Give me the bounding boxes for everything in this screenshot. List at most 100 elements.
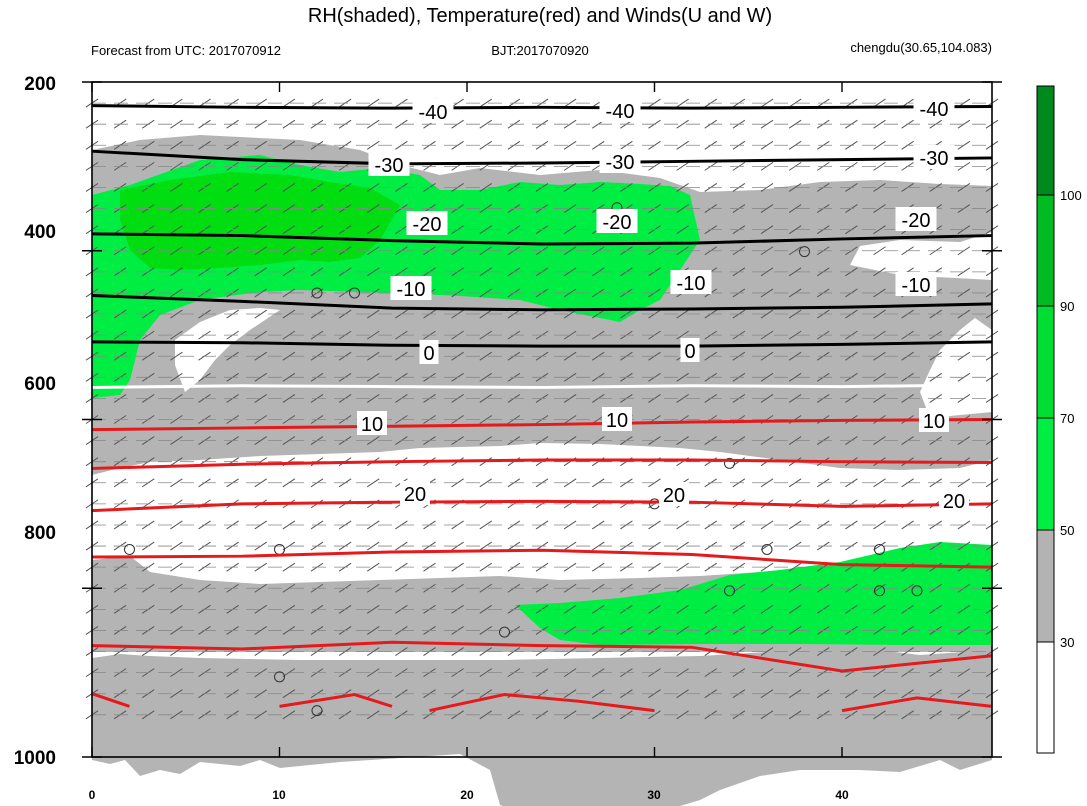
wind-barb <box>760 478 774 488</box>
temperature-contour-line <box>91 232 993 246</box>
wind-barb <box>563 119 577 129</box>
wind-barb <box>760 626 774 635</box>
right-string: chengdu(30.65,104.083) <box>850 40 992 55</box>
x-tick-label: 40 <box>835 788 849 802</box>
wind-barb <box>676 710 689 720</box>
wind-barb <box>366 225 380 235</box>
wind-barb <box>676 98 689 108</box>
wind-barb <box>170 225 183 235</box>
wind-barb <box>254 393 268 403</box>
wind-barb <box>366 183 380 192</box>
wind-barb <box>366 478 380 488</box>
wind-barb <box>873 372 886 382</box>
wind-barb <box>760 710 774 720</box>
wind-barb <box>170 457 183 467</box>
colorbar-box-30 <box>1037 530 1054 642</box>
wind-barb <box>282 267 296 277</box>
wind-barb <box>563 436 577 446</box>
wind-barb <box>676 372 689 382</box>
wind-barb <box>254 98 268 108</box>
contour-label: -20 <box>603 212 632 234</box>
wind-barb <box>760 161 774 171</box>
wind-barb <box>479 288 493 298</box>
wind-barb <box>873 436 886 446</box>
wind-barb <box>760 267 774 277</box>
wind-barb <box>873 140 886 150</box>
wind-barb <box>170 478 183 488</box>
wind-barb <box>788 562 802 572</box>
temperature-contour-line <box>91 640 993 673</box>
wind-barb <box>479 604 493 614</box>
wind-barb <box>676 668 689 678</box>
wind-barb <box>254 183 268 192</box>
wind-barb <box>788 689 802 699</box>
wind-barb <box>563 351 577 361</box>
wind-barb <box>366 372 380 382</box>
wind-barb <box>760 309 774 319</box>
rh-green-core <box>120 172 400 270</box>
colorbar-label: 70 <box>1060 411 1074 426</box>
wind-barb <box>282 562 296 572</box>
wind-barb <box>479 520 493 530</box>
wind-barb <box>676 119 689 129</box>
contour-label-box <box>602 407 632 431</box>
wind-barb <box>479 246 493 256</box>
wind-barb <box>170 541 183 551</box>
wind-barb <box>479 351 493 361</box>
wind-barb <box>254 351 268 361</box>
wind-barb <box>170 520 183 530</box>
wind-barb <box>873 225 886 235</box>
tick-marks <box>82 81 1002 758</box>
wind-barb <box>170 689 183 699</box>
contour-label: 10 <box>923 411 945 433</box>
wind-barb <box>873 478 886 488</box>
wind-barb <box>170 415 183 424</box>
wind-barb <box>254 246 268 256</box>
calm-marker <box>874 585 885 597</box>
wind-barb <box>479 436 493 446</box>
wind-barb <box>254 267 268 277</box>
wind-barb <box>788 183 802 192</box>
y-tick-label: 400 <box>24 222 56 243</box>
contour-label: -30 <box>606 152 635 174</box>
temperature-contour-line <box>91 548 993 569</box>
calm-marker <box>724 585 735 597</box>
wind-barb <box>479 541 493 551</box>
wind-barb <box>760 436 774 446</box>
wind-barb <box>254 604 268 614</box>
temperature-contour-line <box>91 340 993 348</box>
temperature-contour-line <box>91 499 993 513</box>
colorbar: 100 90 70 50 30 <box>1036 85 1082 754</box>
contour-label: -40 <box>920 99 949 121</box>
temperature-contour-line <box>429 693 655 713</box>
contour-label-box <box>390 276 432 300</box>
contour-label-box <box>680 338 700 362</box>
contour-label-box <box>913 145 955 169</box>
wind-barb <box>676 246 689 256</box>
wind-barb <box>563 626 577 635</box>
calm-marker <box>311 287 323 299</box>
temperature-contour-line <box>279 693 393 708</box>
temperature-contour-line <box>91 418 993 432</box>
temperature-contour-line <box>91 149 993 166</box>
wind-barb <box>788 478 802 488</box>
wind-barb <box>254 710 268 720</box>
wind-barb <box>760 204 774 213</box>
wind-barb <box>366 520 380 530</box>
wind-barb <box>873 351 886 361</box>
calm-marker <box>761 543 773 555</box>
wind-barb <box>282 204 296 213</box>
wind-barb <box>563 689 577 699</box>
wind-barb <box>282 689 296 699</box>
wind-barb <box>563 98 577 108</box>
wind-barb <box>282 647 296 656</box>
wind-barb <box>282 415 296 424</box>
wind-barb <box>170 604 183 614</box>
wind-barb <box>282 98 296 108</box>
wind-barb <box>788 626 802 635</box>
wind-barb <box>676 436 689 446</box>
wind-barb <box>788 98 802 108</box>
wind-barb <box>676 583 689 593</box>
wind-barb <box>563 541 577 551</box>
wind-barb <box>563 647 577 656</box>
